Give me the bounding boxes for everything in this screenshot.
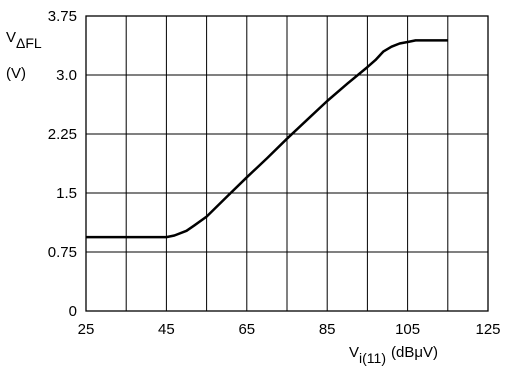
- y-tick-label: 1.5: [56, 185, 77, 202]
- x-tick-label: 125: [475, 321, 500, 338]
- y-tick-labels: 0 0.75 1.5 2.25 3.0 3.75: [48, 8, 77, 320]
- x-tick-label: 85: [319, 321, 336, 338]
- y-tick-label: 3.75: [48, 8, 77, 25]
- y-tick-label: 3.0: [56, 67, 77, 84]
- y-axis-unit: (V): [6, 65, 26, 82]
- x-tick-label: 65: [238, 321, 255, 338]
- y-tick-label: 2.25: [48, 126, 77, 143]
- x-axis-label: Vi(11) (dBμV): [349, 344, 438, 366]
- x-tick-label: 105: [395, 321, 420, 338]
- plot-frame: [85, 15, 489, 312]
- y-tick-label: 0: [69, 303, 77, 320]
- x-tick-labels: 25 45 65 85 105 125: [78, 321, 501, 338]
- data-line: [86, 39, 448, 239]
- x-tick-label: 45: [158, 321, 175, 338]
- x-tick-label: 25: [78, 321, 95, 338]
- grid: [86, 16, 488, 311]
- y-tick-label: 0.75: [48, 244, 77, 261]
- y-axis-label: VΔFL: [6, 29, 42, 51]
